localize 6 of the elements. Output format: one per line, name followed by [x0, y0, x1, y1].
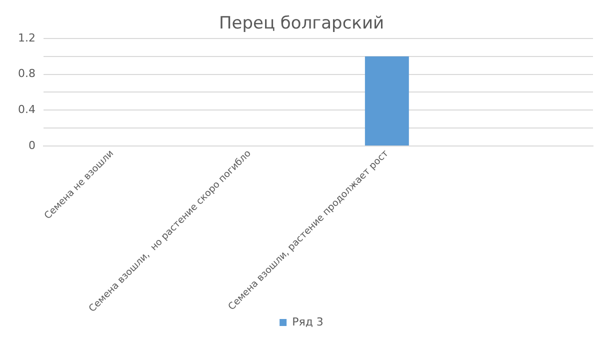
y-tick-label: 0.4: [18, 102, 36, 116]
y-tick-label: 0.8: [18, 67, 36, 80]
y-tick-label: 0: [28, 138, 36, 152]
y-tick-label: 1.2: [18, 31, 36, 44]
legend-label: Ряд 3: [292, 315, 324, 328]
chart-title: Перец болгарский: [218, 14, 384, 34]
